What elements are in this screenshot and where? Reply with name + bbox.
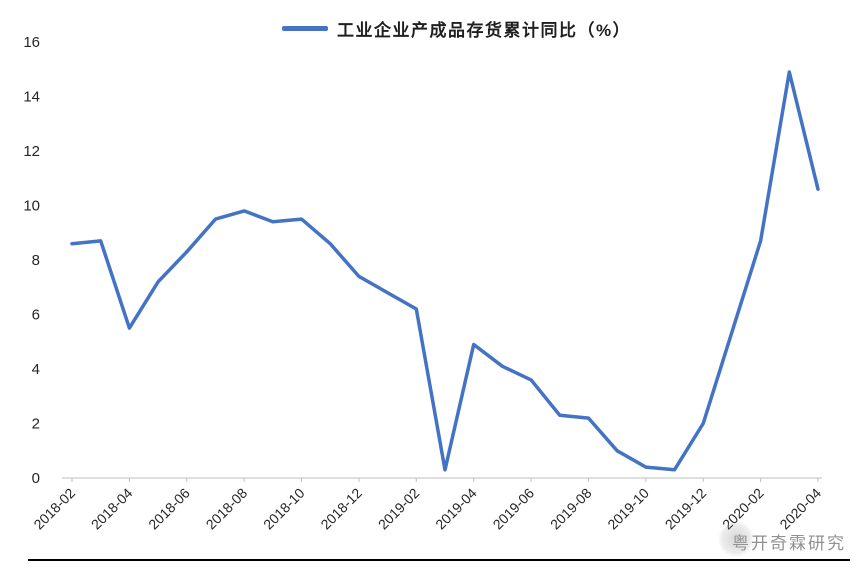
y-axis-tick-label: 12 — [23, 143, 40, 160]
y-axis-tick-label: 2 — [32, 416, 40, 433]
y-axis-tick-label: 14 — [23, 89, 40, 106]
legend-label: 工业企业产成品存货累计同比（%） — [337, 20, 632, 40]
x-axis-tick-label: 2018-12 — [317, 485, 365, 533]
y-axis-tick-label: 4 — [32, 361, 40, 378]
x-axis-tick-label: 2018-10 — [260, 485, 308, 533]
x-axis-tick-label: 2018-08 — [203, 485, 251, 533]
x-axis-tick-label: 2019-04 — [432, 485, 480, 533]
x-axis-tick-label: 2020-02 — [719, 485, 767, 533]
y-axis-tick-label: 0 — [32, 470, 40, 487]
watermark-text: 粤开奇霖研究 — [732, 534, 846, 553]
watermark: 粤开奇霖研究 — [718, 521, 846, 557]
x-axis-tick-label: 2019-08 — [547, 485, 595, 533]
x-axis-tick-label: 2019-12 — [662, 485, 710, 533]
y-axis-tick-label: 16 — [23, 34, 40, 51]
legend: 工业企业产成品存货累计同比（%） — [282, 16, 631, 40]
series-line — [70, 70, 820, 472]
x-axis-tick-label: 2019-06 — [490, 485, 538, 533]
y-axis-tick-label: 6 — [32, 307, 40, 324]
x-axis-tick-label: 2019-10 — [604, 485, 652, 533]
x-axis-tick-label: 2018-04 — [88, 485, 136, 533]
x-axis-tick-label: 2019-02 — [375, 485, 423, 533]
y-axis-tick-label: 8 — [32, 252, 40, 269]
x-axis-tick-label: 2018-02 — [30, 485, 78, 533]
x-axis-tick-label: 2020-04 — [776, 485, 824, 533]
legend-line-marker — [282, 25, 328, 31]
x-axis-tick-label: 2018-06 — [145, 485, 193, 533]
y-axis-tick-label: 10 — [23, 198, 40, 215]
bottom-divider — [28, 559, 850, 561]
